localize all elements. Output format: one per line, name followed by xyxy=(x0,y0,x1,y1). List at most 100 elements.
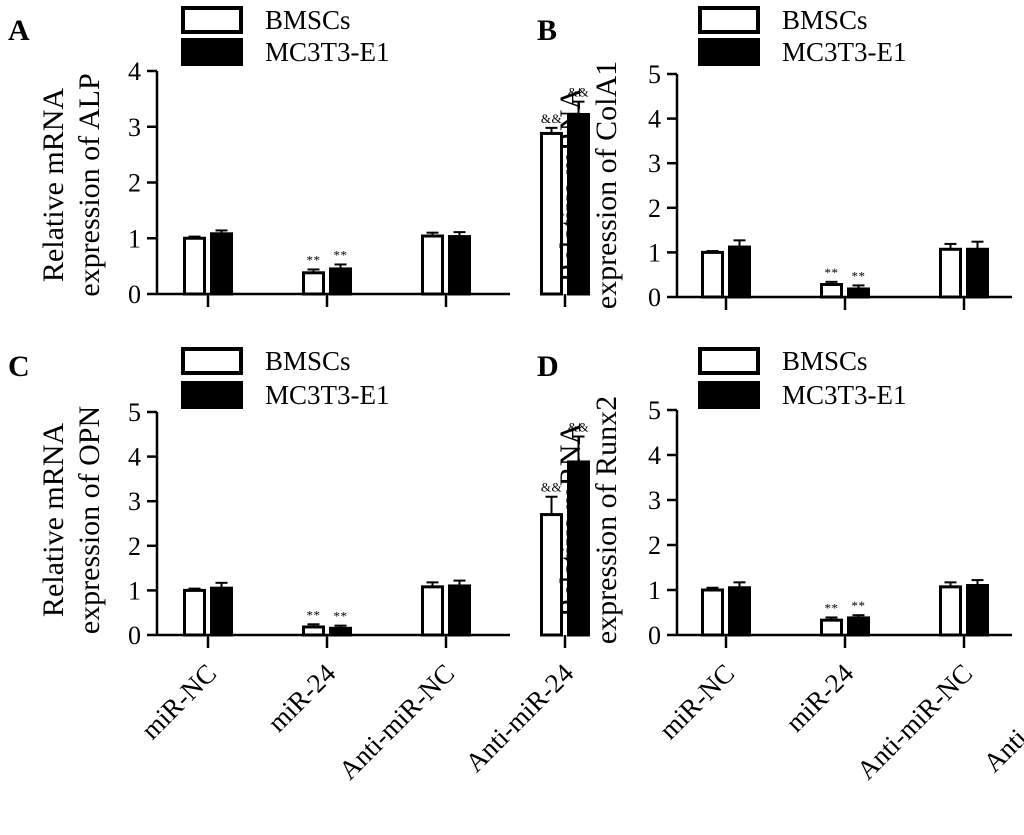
y-axis-label-line-2: expression of ALP xyxy=(73,73,106,296)
y-tick-label: 5 xyxy=(648,60,661,89)
significance-mark: && xyxy=(541,111,562,126)
y-tick-label: 1 xyxy=(648,238,661,267)
x-category-label: Anti-miR-24 xyxy=(459,658,579,778)
legend-label-bmscs: BMSCs xyxy=(782,5,868,35)
y-tick-label: 4 xyxy=(128,443,141,472)
bar-mc3t3-e1 xyxy=(567,460,590,637)
x-category-label: miR-NC xyxy=(653,658,740,745)
significance-mark: ** xyxy=(825,265,839,280)
y-axis-label-line-1: Relative mRNA xyxy=(554,423,587,617)
x-category-label: miR-24 xyxy=(780,658,860,738)
bar-mc3t3-e1 xyxy=(966,247,989,299)
significance-mark: ** xyxy=(852,268,866,283)
y-tick-label: 4 xyxy=(128,57,141,86)
legend-swatch-bmscs xyxy=(698,347,760,375)
bar-mc3t3-e1 xyxy=(728,586,751,637)
x-category-label: Anti-miR-24 xyxy=(977,658,1024,778)
panel-letter: A xyxy=(8,14,30,47)
bar-bmscs xyxy=(540,131,563,296)
bar-mc3t3-e1 xyxy=(847,287,870,299)
x-category-label: miR-24 xyxy=(262,658,342,738)
significance-mark: && xyxy=(568,420,589,435)
legend-swatch-bmscs xyxy=(181,347,243,375)
bar-bmscs xyxy=(302,625,325,637)
legend-swatch-mc3t3-e1 xyxy=(181,381,243,409)
y-tick-label: 0 xyxy=(128,621,141,650)
legend-swatch-mc3t3-e1 xyxy=(181,38,243,66)
bar-mc3t3-e1 xyxy=(728,245,751,299)
panel-letter: C xyxy=(8,350,30,383)
bar-bmscs xyxy=(421,234,444,296)
y-tick-label: 3 xyxy=(648,149,661,178)
bar-mc3t3-e1 xyxy=(448,235,471,296)
significance-mark: && xyxy=(568,85,589,100)
bar-bmscs xyxy=(701,588,724,637)
bar-bmscs xyxy=(820,283,843,299)
bar-bmscs xyxy=(820,618,843,637)
bar-mc3t3-e1 xyxy=(448,584,471,637)
legend-label-bmscs: BMSCs xyxy=(782,346,868,376)
bar-mc3t3-e1 xyxy=(329,626,352,637)
bar-bmscs xyxy=(939,585,962,637)
y-tick-label: 4 xyxy=(648,105,661,134)
x-category-label: Anti-miR-NC xyxy=(333,658,460,785)
significance-mark: ** xyxy=(852,598,866,613)
legend-label-bmscs: BMSCs xyxy=(265,5,351,35)
y-tick-label: 2 xyxy=(648,194,661,223)
x-category-label: Anti-miR-NC xyxy=(851,658,978,785)
bar-mc3t3-e1 xyxy=(210,586,233,637)
significance-mark: ** xyxy=(307,252,321,267)
y-axis-label-line-2: expression of OPN xyxy=(73,406,106,634)
bar-bmscs xyxy=(540,513,563,637)
significance-mark: ** xyxy=(334,247,348,262)
bar-mc3t3-e1 xyxy=(567,112,590,296)
y-tick-label: 2 xyxy=(128,532,141,561)
legend-label-mc3t3-e1: MC3T3-E1 xyxy=(782,37,907,67)
legend-label-bmscs: BMSCs xyxy=(265,346,351,376)
y-tick-label: 2 xyxy=(648,531,661,560)
significance-mark: && xyxy=(541,480,562,495)
legend-swatch-bmscs xyxy=(181,6,243,34)
y-tick-label: 3 xyxy=(128,113,141,142)
y-tick-label: 5 xyxy=(128,398,141,427)
legend-label-mc3t3-e1: MC3T3-E1 xyxy=(265,380,390,410)
bar-bmscs xyxy=(701,250,724,299)
y-tick-label: 5 xyxy=(648,396,661,425)
y-axis-label-line-2: expression of Runx2 xyxy=(590,396,623,644)
bar-mc3t3-e1 xyxy=(210,232,233,296)
y-tick-label: 1 xyxy=(128,576,141,605)
y-tick-label: 0 xyxy=(648,283,661,312)
bar-bmscs xyxy=(421,585,444,637)
y-tick-label: 4 xyxy=(648,441,661,470)
y-tick-label: 2 xyxy=(128,169,141,198)
y-axis-label-line-1: Relative mRNA xyxy=(37,423,70,617)
legend-swatch-mc3t3-e1 xyxy=(698,381,760,409)
significance-mark: ** xyxy=(307,607,321,622)
y-tick-label: 3 xyxy=(648,486,661,515)
significance-mark: ** xyxy=(334,609,348,624)
bar-bmscs xyxy=(183,236,206,296)
panel-letter: B xyxy=(537,14,557,47)
significance-mark: ** xyxy=(825,600,839,615)
legend-swatch-bmscs xyxy=(698,6,760,34)
y-tick-label: 0 xyxy=(648,621,661,650)
legend-label-mc3t3-e1: MC3T3-E1 xyxy=(265,37,390,67)
y-axis-label-line-2: expression of ColA1 xyxy=(590,61,623,309)
panel-d: D BMSCs MC3T3-E1 Relative mRNA expression of… xyxy=(537,346,1024,785)
bar-mc3t3-e1 xyxy=(966,584,989,637)
bar-mc3t3-e1 xyxy=(329,267,352,296)
y-tick-label: 0 xyxy=(128,280,141,309)
panel-letter: D xyxy=(537,350,559,383)
bar-bmscs xyxy=(302,271,325,296)
legend-label-mc3t3-e1: MC3T3-E1 xyxy=(782,380,907,410)
x-category-label: miR-NC xyxy=(135,658,222,745)
bar-bmscs xyxy=(183,588,206,637)
y-tick-label: 3 xyxy=(128,487,141,516)
bar-mc3t3-e1 xyxy=(847,616,870,637)
y-axis-label-line-1: Relative mRNA xyxy=(554,88,587,282)
y-tick-label: 1 xyxy=(648,576,661,605)
